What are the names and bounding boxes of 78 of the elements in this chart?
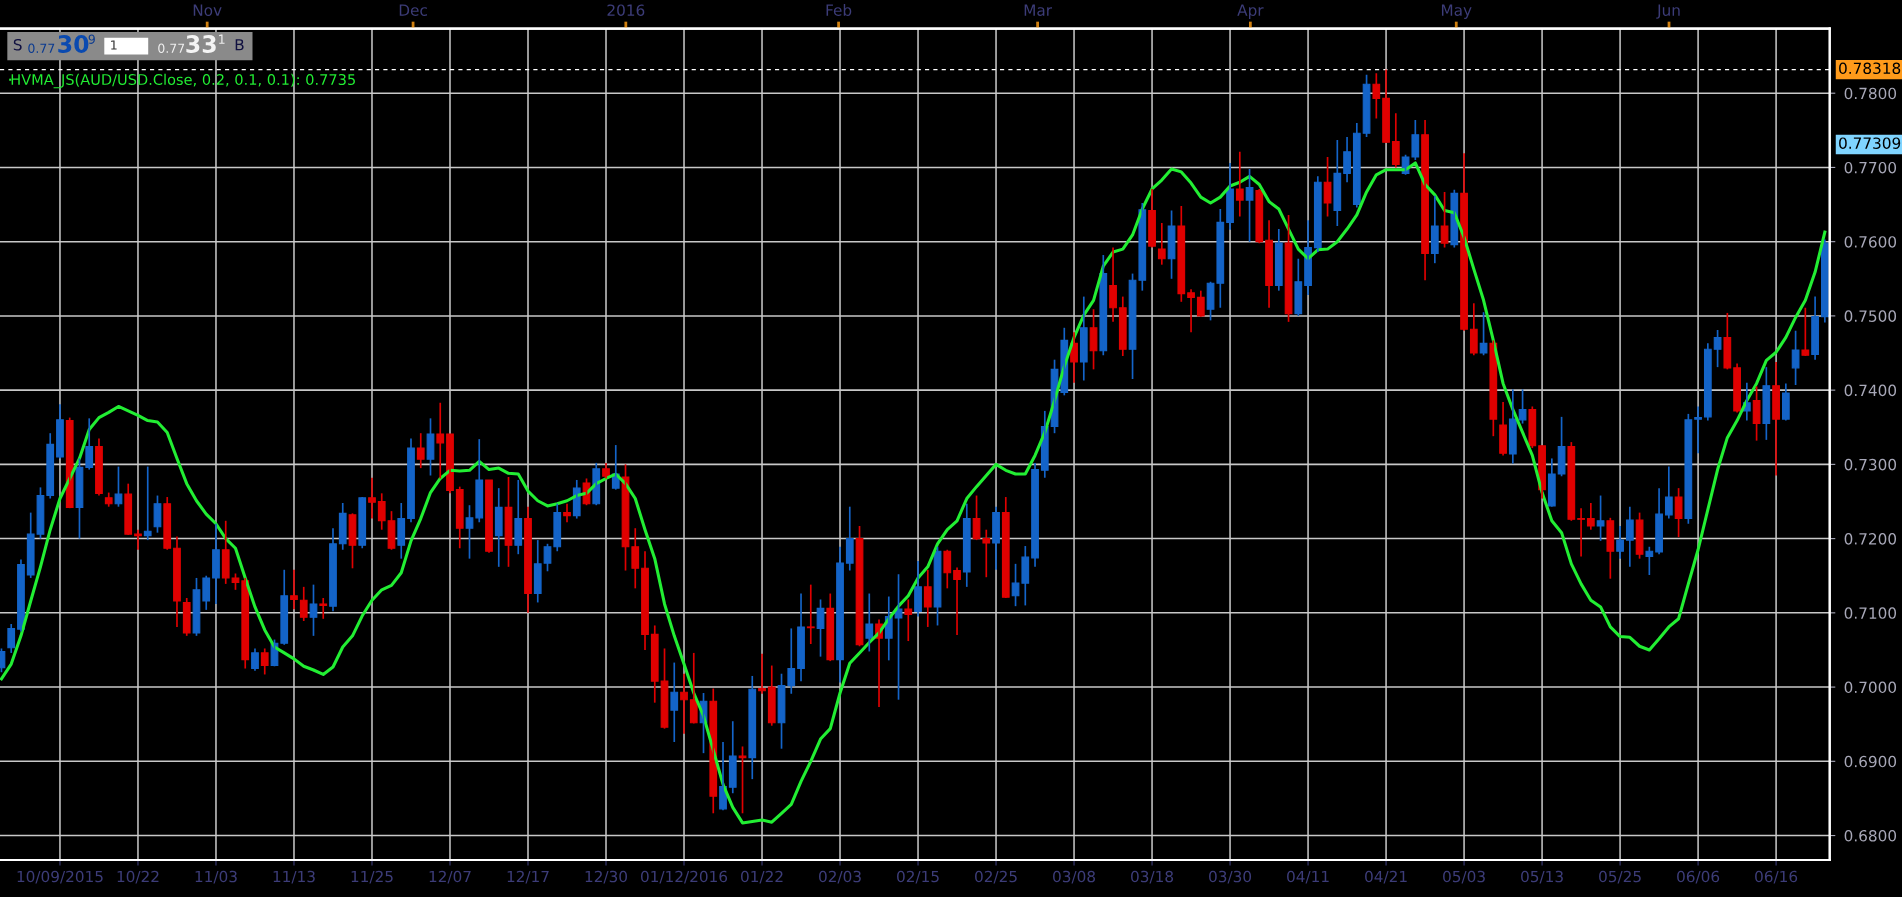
annotation: 0.77 <box>158 43 185 54</box>
candlestick <box>1635 511 1644 560</box>
candlestick <box>1723 312 1732 371</box>
y-tick-label: 0.7200 <box>1844 533 1897 545</box>
annotation: B <box>235 39 244 51</box>
candlestick <box>1557 416 1566 478</box>
candlestick <box>1762 366 1771 441</box>
x2-tick-label: Apr <box>1237 4 1264 19</box>
candlestick <box>1284 214 1293 323</box>
candlestick <box>1713 329 1722 368</box>
x2-tick-label: Feb <box>826 4 852 16</box>
annotation: 1 <box>111 40 117 50</box>
candlestick <box>1362 73 1371 138</box>
candlestick <box>1323 156 1332 218</box>
candlestick <box>1577 507 1585 558</box>
candlestick <box>806 583 815 645</box>
y-tick-label: 0.7000 <box>1844 681 1897 694</box>
annotation: 33 <box>186 35 216 53</box>
x2-tick-label: Dec <box>399 4 427 16</box>
y-tick-label: 0.7600 <box>1844 236 1897 248</box>
x-tick-label: 01/12/2016 <box>640 870 728 884</box>
annotation: 30 <box>58 35 89 53</box>
y-tick-label: 0.6900 <box>1844 755 1897 768</box>
x-tick-label: 03/08 <box>1053 870 1096 884</box>
candlestick <box>1674 487 1683 538</box>
candlestick <box>1752 385 1761 442</box>
candlestick <box>1245 168 1254 243</box>
candlestick <box>1089 308 1098 371</box>
x-tick-label: 05/25 <box>1599 870 1641 884</box>
y-tick-label: 0.7500 <box>1844 310 1897 322</box>
y-tick-label: 0.7100 <box>1844 607 1897 619</box>
x2-tick-label: 2016 <box>607 4 645 16</box>
x-tick-label: 06/06 <box>1677 870 1720 884</box>
x-tick-label: 03/18 <box>1131 870 1174 884</box>
annotation: 9 <box>88 34 95 44</box>
y-tick-label: 0.7400 <box>1844 384 1897 397</box>
candlestick <box>1694 405 1702 455</box>
x-tick-label: 12/30 <box>585 870 628 884</box>
candlestick <box>1596 494 1605 542</box>
candlestick <box>1440 191 1449 249</box>
candlestick <box>319 597 328 620</box>
candlestick <box>1791 329 1800 386</box>
x-tick-label: 11/13 <box>273 870 315 884</box>
text: 0.77309 <box>1839 137 1901 149</box>
x2-tick-label: Jun <box>1656 4 1680 19</box>
x-tick-label: 10/09/2015 <box>17 870 103 884</box>
annotation: 1 <box>219 34 225 44</box>
x-tick-label: 05/03 <box>1443 870 1485 884</box>
candlestick <box>1684 413 1693 525</box>
y-tick-label: 0.7300 <box>1844 458 1897 471</box>
line-series <box>0 161 1827 825</box>
x2-tick-label: May <box>1441 4 1472 19</box>
x2-tick-label: Nov <box>193 4 222 16</box>
x-tick-label: 01/22 <box>741 870 783 884</box>
y-tick-label: 0.7800 <box>1844 87 1897 100</box>
x-tick-label: 02/03 <box>819 870 861 884</box>
x-tick-label: 04/21 <box>1365 870 1407 884</box>
annotation: S <box>13 38 22 51</box>
y-tick-label: 0.7700 <box>1844 161 1897 174</box>
x2-tick-label: Mar <box>1024 4 1053 16</box>
x-tick-label: 11/03 <box>195 870 237 884</box>
x-tick-label: 06/16 <box>1755 870 1798 884</box>
x-tick-label: 02/25 <box>975 870 1017 884</box>
x-tick-label: 03/30 <box>1209 870 1252 884</box>
x-tick-label: 10/22 <box>117 870 159 884</box>
y-tick-label: 0.6800 <box>1844 830 1897 842</box>
candlestick <box>1479 311 1488 357</box>
x-tick-label: 12/07 <box>429 870 471 884</box>
candlestick <box>1167 209 1176 280</box>
x-tick-label: 02/15 <box>897 870 939 884</box>
x-tick-label: 05/13 <box>1521 870 1563 884</box>
ref-line-label: 0.78318 <box>1839 62 1901 75</box>
candlestick <box>1801 306 1810 357</box>
x-tick-label: 04/11 <box>1287 870 1329 884</box>
x-tick-label: 11/25 <box>351 870 393 884</box>
candlestick <box>738 745 747 815</box>
annotation: 0.77 <box>28 43 55 54</box>
x-tick-label: 12/17 <box>507 870 549 884</box>
